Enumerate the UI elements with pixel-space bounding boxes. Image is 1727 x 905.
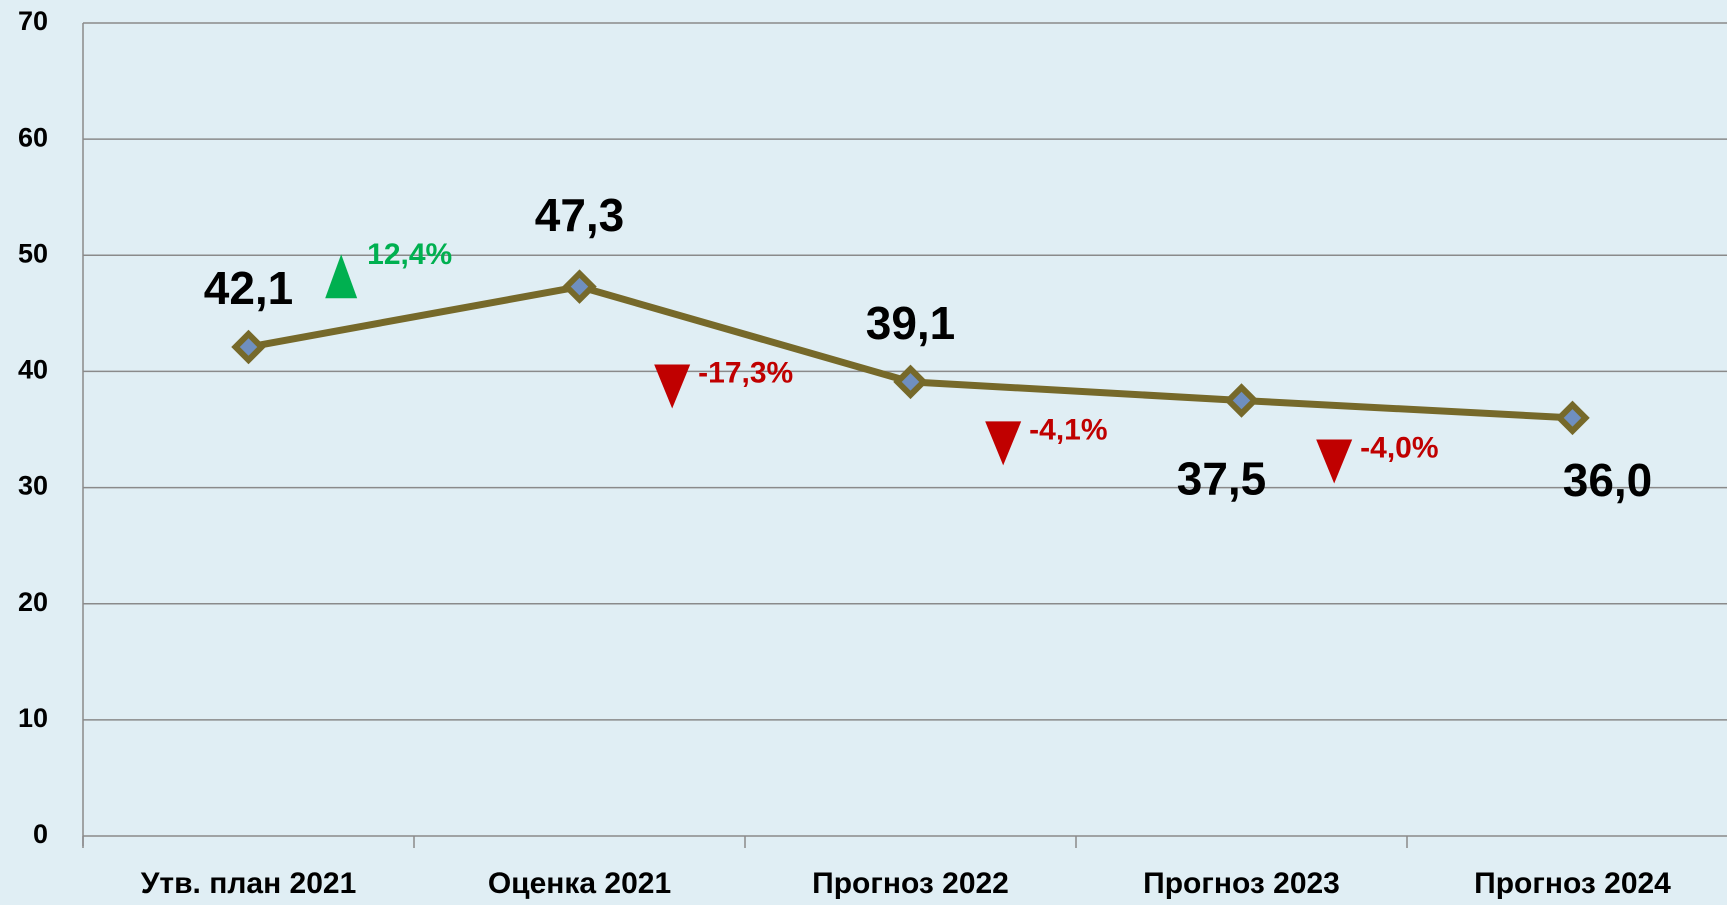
value-label: 39,1 <box>866 297 956 349</box>
change-label: 12,4% <box>367 238 452 271</box>
y-tick-label: 20 <box>18 587 48 617</box>
change-arrow <box>654 364 691 409</box>
y-tick-label: 40 <box>18 355 48 385</box>
y-tick-label: 70 <box>18 6 48 36</box>
change-label: -17,3% <box>698 356 793 389</box>
change-arrow <box>985 421 1022 466</box>
x-tick-label: Прогноз 2023 <box>1143 867 1340 900</box>
y-tick-label: 0 <box>33 819 48 849</box>
marker <box>1224 383 1259 418</box>
x-tick-label: Прогноз 2024 <box>1474 867 1671 900</box>
change-label: -4,0% <box>1360 431 1438 464</box>
x-tick-label: Оценка 2021 <box>488 867 671 900</box>
marker <box>562 269 597 304</box>
value-label: 37,5 <box>1177 453 1267 505</box>
y-tick-label: 10 <box>18 703 48 733</box>
y-tick-label: 50 <box>18 238 48 268</box>
y-tick-label: 30 <box>18 471 48 501</box>
y-tick-label: 60 <box>18 122 48 152</box>
change-arrow <box>1316 439 1353 484</box>
value-label: 47,3 <box>535 189 625 241</box>
marker <box>1555 400 1590 436</box>
value-label: 36,0 <box>1563 454 1653 506</box>
x-tick-label: Прогноз 2022 <box>812 867 1009 900</box>
marker <box>893 364 928 400</box>
change-label: -4,1% <box>1029 413 1107 446</box>
x-tick-label: Утв. план 2021 <box>141 867 357 900</box>
marker <box>231 329 266 365</box>
value-label: 42,1 <box>204 262 294 314</box>
change-arrow <box>325 254 358 299</box>
